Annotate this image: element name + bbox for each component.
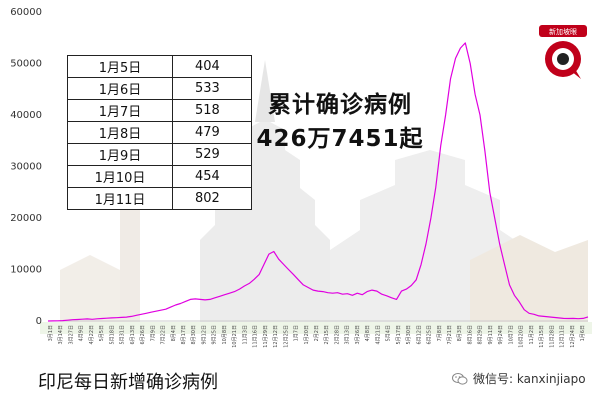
table-cell-date: 1月10日 bbox=[67, 165, 173, 188]
x-tick-label: 2月28日 bbox=[334, 325, 340, 345]
table-cell-date: 1月9日 bbox=[67, 143, 173, 166]
x-tick-label: 8月17日 bbox=[181, 325, 187, 345]
table-row: 1月10日 454 bbox=[67, 165, 252, 188]
series-line bbox=[47, 42, 589, 322]
x-tick-label: 7月21日 bbox=[447, 325, 453, 345]
x-tick-label: 5月18日 bbox=[109, 325, 115, 345]
x-tick-label: 10月21日 bbox=[232, 325, 238, 348]
x-tick-label: 11月3日 bbox=[242, 325, 248, 345]
recent-cases-table: 1月5日 404 1月6日 533 1月7日 518 1月8日 479 1月9日 529 1月10日… bbox=[67, 55, 252, 210]
x-tick-label: 8月3日 bbox=[457, 325, 463, 341]
table-row: 1月8日 479 bbox=[67, 121, 252, 144]
x-tick-label: 7月8日 bbox=[437, 325, 443, 341]
x-tick-label: 3月14日 bbox=[58, 325, 64, 345]
x-tick-label: 7月9日 bbox=[150, 325, 156, 341]
chart-caption: 印尼每日新增确诊病例 bbox=[38, 372, 218, 393]
headline-line-2: 426万7451起 bbox=[256, 126, 424, 152]
x-tick-label: 5月4日 bbox=[386, 325, 392, 341]
table-cell-value: 802 bbox=[172, 187, 252, 210]
table-row: 1月6日 533 bbox=[67, 77, 252, 100]
x-tick-label: 5月31日 bbox=[120, 325, 126, 345]
x-tick-label: 1月7日 bbox=[294, 325, 300, 341]
x-tick-label: 8月16日 bbox=[467, 325, 473, 345]
x-tick-label: 11月16日 bbox=[253, 325, 259, 348]
y-tick-label: 60000 bbox=[10, 7, 42, 18]
x-tick-label: 2月15日 bbox=[324, 325, 330, 345]
x-tick-label: 5月17日 bbox=[396, 325, 402, 345]
y-tick-label: 40000 bbox=[10, 110, 42, 121]
x-tick-label: 1月20日 bbox=[304, 325, 310, 345]
x-tick-label: 11月15日 bbox=[539, 325, 545, 348]
y-tick-label: 50000 bbox=[10, 59, 42, 70]
x-axis-ticks: 3月1日 3月14日 3月27日 4月9日 4月22日 5月5日 5月18日 5月31日 6月1… bbox=[48, 325, 586, 348]
table-cell-date: 1月5日 bbox=[67, 55, 173, 78]
y-tick-label: 10000 bbox=[10, 265, 42, 276]
camera-eye-logo-icon: 新加坡眼 bbox=[539, 25, 587, 79]
table-row: 1月7日 518 bbox=[67, 99, 252, 122]
x-tick-label: 1月6日 bbox=[580, 325, 586, 341]
x-tick-label: 6月12日 bbox=[416, 325, 422, 345]
table-row: 1月11日 802 bbox=[67, 187, 252, 210]
x-tick-label: 6月13日 bbox=[130, 325, 136, 345]
table-cell-value: 518 bbox=[172, 99, 252, 122]
x-tick-label: 6月25日 bbox=[427, 325, 433, 345]
y-tick-label: 30000 bbox=[10, 162, 42, 173]
x-tick-label: 4月22日 bbox=[89, 325, 95, 345]
wechat-icon bbox=[452, 372, 468, 385]
headline-line-1: 累计确诊病例 bbox=[268, 92, 412, 118]
x-tick-label: 10月7日 bbox=[508, 325, 514, 345]
x-tick-label: 9月11日 bbox=[488, 325, 494, 345]
x-tick-label: 11月2日 bbox=[529, 325, 535, 345]
x-tick-label: 12月24日 bbox=[570, 325, 576, 348]
x-tick-label: 10月8日 bbox=[222, 325, 228, 345]
x-tick-label: 3月13日 bbox=[345, 325, 351, 345]
x-tick-label: 4月21日 bbox=[375, 325, 381, 345]
table-cell-date: 1月11日 bbox=[67, 187, 173, 210]
wechat-account: 微信号: kanxinjiapo bbox=[452, 370, 586, 387]
background-architecture-art bbox=[40, 60, 592, 334]
x-tick-label: 9月24日 bbox=[498, 325, 504, 345]
x-tick-label: 3月27日 bbox=[68, 325, 74, 345]
x-tick-label: 10月20日 bbox=[519, 325, 525, 348]
series-group bbox=[47, 42, 589, 322]
x-tick-label: 7月22日 bbox=[161, 325, 167, 345]
logo-text: 新加坡眼 bbox=[549, 27, 577, 36]
y-tick-label: 0 bbox=[36, 316, 42, 327]
table-cell-date: 1月7日 bbox=[67, 99, 173, 122]
x-tick-label: 11月28日 bbox=[549, 325, 555, 348]
x-tick-label: 8月29日 bbox=[478, 325, 484, 345]
x-tick-label: 3月1日 bbox=[48, 325, 54, 341]
x-tick-label: 12月12日 bbox=[273, 325, 279, 348]
table-row: 1月5日 404 bbox=[67, 55, 252, 78]
x-tick-label: 9月25日 bbox=[212, 325, 218, 345]
x-tick-label: 4月9日 bbox=[79, 325, 85, 341]
x-tick-label: 8月30日 bbox=[191, 325, 197, 345]
table-cell-value: 454 bbox=[172, 165, 252, 188]
table-cell-date: 1月6日 bbox=[67, 77, 173, 100]
wechat-label: 微信号: kanxinjiapo bbox=[473, 372, 586, 386]
x-tick-label: 5月5日 bbox=[99, 325, 105, 341]
x-tick-label: 8月4日 bbox=[171, 325, 177, 341]
x-tick-label: 4月8日 bbox=[365, 325, 371, 341]
x-tick-label: 12月11日 bbox=[560, 325, 566, 348]
x-tick-label: 11月29日 bbox=[263, 325, 269, 348]
x-tick-label: 12月25日 bbox=[283, 325, 289, 348]
x-tick-label: 3月26日 bbox=[355, 325, 361, 345]
y-tick-label: 20000 bbox=[10, 213, 42, 224]
y-axis-ticks: 0 10000 20000 30000 40000 50000 60000 bbox=[10, 7, 42, 327]
table-cell-value: 533 bbox=[172, 77, 252, 100]
table-cell-date: 1月8日 bbox=[67, 121, 173, 144]
table-row: 1月9日 529 bbox=[67, 143, 252, 166]
x-tick-label: 9月12日 bbox=[201, 325, 207, 345]
x-tick-label: 2月2日 bbox=[314, 325, 320, 341]
x-tick-label: 5月30日 bbox=[406, 325, 412, 345]
table-cell-value: 404 bbox=[172, 55, 252, 78]
x-tick-label: 6月26日 bbox=[140, 325, 146, 345]
